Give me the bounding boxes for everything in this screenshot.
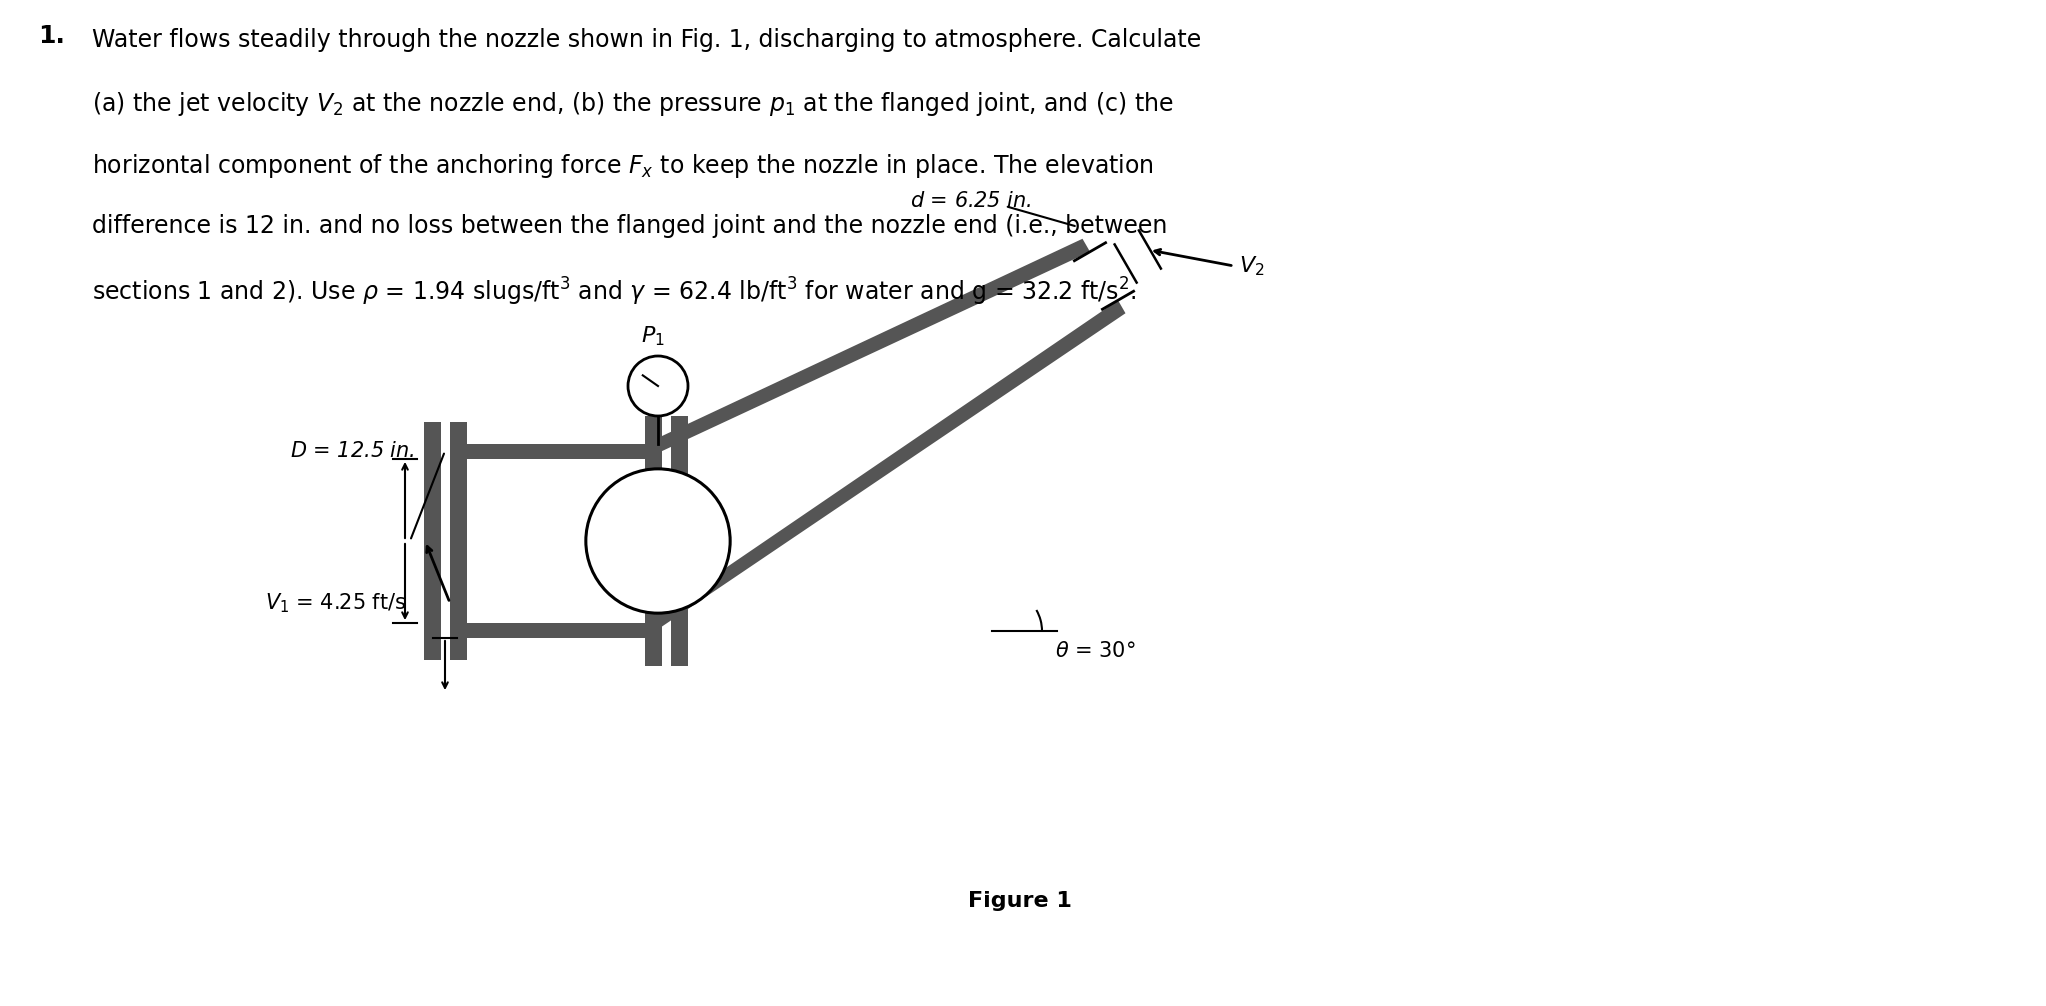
Text: Figure 1: Figure 1 (968, 891, 1072, 911)
Polygon shape (450, 623, 644, 638)
Text: $V_1$ = 4.25 ft/s: $V_1$ = 4.25 ft/s (266, 592, 407, 615)
Text: $d$ = 6.25 in.: $d$ = 6.25 in. (910, 191, 1031, 211)
Polygon shape (644, 416, 663, 666)
Circle shape (628, 356, 687, 416)
Text: $V_2$: $V_2$ (1240, 255, 1264, 278)
Circle shape (585, 469, 730, 614)
Text: Water flows steadily through the nozzle shown in Fig. 1, discharging to atmosphe: Water flows steadily through the nozzle … (92, 28, 1201, 52)
Text: $P_1$: $P_1$ (640, 324, 665, 348)
Text: 1.: 1. (39, 24, 65, 48)
Text: (a) the jet velocity $V_2$ at the nozzle end, (b) the pressure $p_1$ at the flan: (a) the jet velocity $V_2$ at the nozzle… (92, 90, 1174, 118)
Text: difference is 12 in. and no loss between the flanged joint and the nozzle end (i: difference is 12 in. and no loss between… (92, 214, 1168, 238)
Text: $\theta$ = 30°: $\theta$ = 30° (1056, 641, 1136, 661)
Text: $D$ = 12.5 in.: $D$ = 12.5 in. (291, 441, 415, 461)
Polygon shape (450, 444, 644, 459)
Polygon shape (424, 422, 442, 660)
Polygon shape (644, 300, 1125, 638)
Polygon shape (644, 238, 1091, 459)
Text: horizontal component of the anchoring force $F_x$ to keep the nozzle in place. T: horizontal component of the anchoring fo… (92, 152, 1154, 180)
Polygon shape (671, 416, 687, 666)
Text: sections 1 and 2). Use $\rho$ = 1.94 slugs/ft$^3$ and $\gamma$ = 62.4 lb/ft$^3$ : sections 1 and 2). Use $\rho$ = 1.94 slu… (92, 276, 1136, 308)
Polygon shape (450, 422, 466, 660)
